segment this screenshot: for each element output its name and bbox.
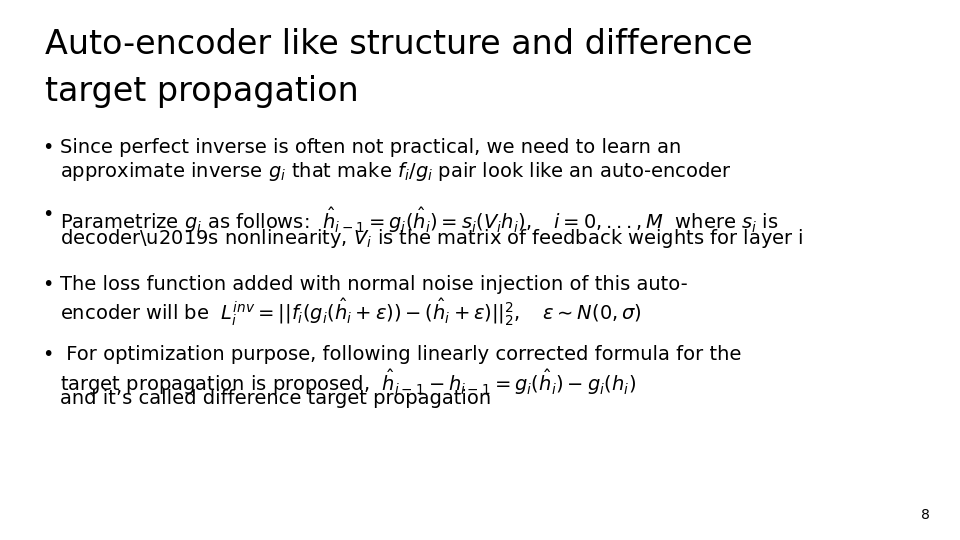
Text: •: • — [42, 275, 54, 294]
Text: target propagation is proposed,  $\hat{h}_{i-1} - h_{i-1} = g_i(\hat{h}_i) - g_i: target propagation is proposed, $\hat{h}… — [60, 367, 636, 397]
Text: Auto-encoder like structure and difference: Auto-encoder like structure and differen… — [45, 28, 753, 61]
Text: target propagation: target propagation — [45, 75, 359, 108]
Text: encoder will be  $L_i^{inv} = ||f_i(g_i(\hat{h}_i + \epsilon)) - (\hat{h}_i + \e: encoder will be $L_i^{inv} = ||f_i(g_i(\… — [60, 297, 642, 328]
Text: 8: 8 — [922, 508, 930, 522]
Text: decoder\u2019s nonlinearity, $V_i$ is the matrix of feedback weights for layer i: decoder\u2019s nonlinearity, $V_i$ is th… — [60, 227, 804, 250]
Text: approximate inverse $g_i$ that make $f_i/g_i$ pair look like an auto-encoder: approximate inverse $g_i$ that make $f_i… — [60, 160, 732, 183]
Text: Since perfect inverse is often not practical, we need to learn an: Since perfect inverse is often not pract… — [60, 138, 682, 157]
Text: The loss function added with normal noise injection of this auto-: The loss function added with normal nois… — [60, 275, 687, 294]
Text: For optimization purpose, following linearly corrected formula for the: For optimization purpose, following line… — [60, 345, 741, 364]
Text: •: • — [42, 138, 54, 157]
Text: Parametrize $g_i$ as follows:  $\hat{h}_{i-1} = g_i(\hat{h}_i) = s_i(V_i h_i),$ : Parametrize $g_i$ as follows: $\hat{h}_{… — [60, 205, 779, 235]
Text: •: • — [42, 345, 54, 364]
Text: •: • — [42, 205, 54, 224]
Text: and it’s called difference target propagation: and it’s called difference target propag… — [60, 389, 492, 408]
